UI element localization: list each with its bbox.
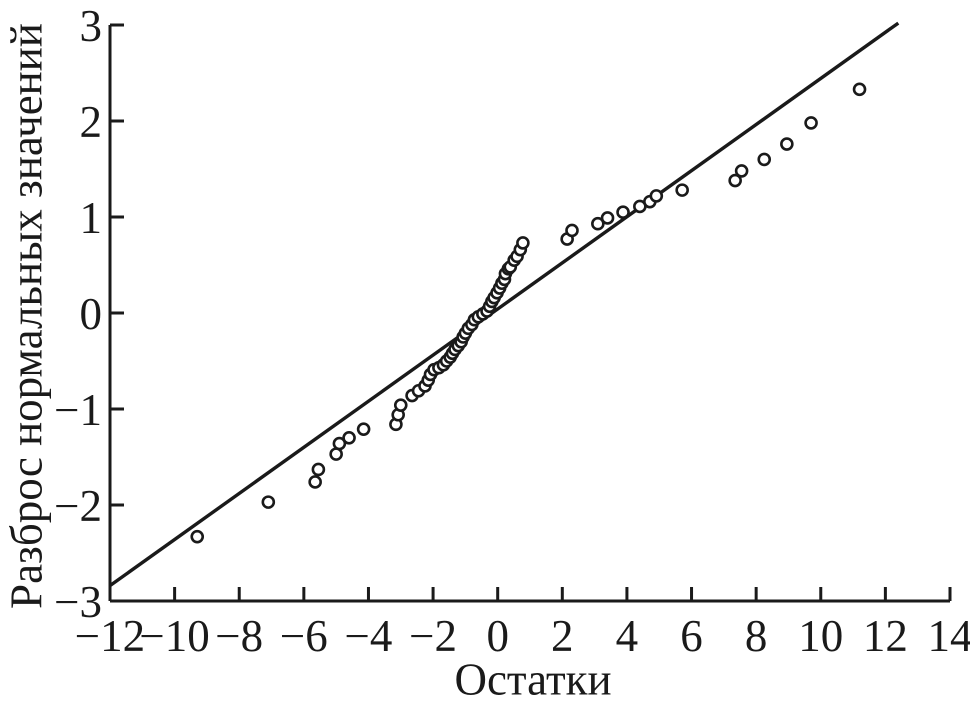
y-tick-label: −1 [54,385,102,435]
x-tick-label: 2 [551,611,574,661]
data-point [308,475,322,489]
data-point [616,205,630,219]
x-tick-label: 6 [680,611,703,661]
y-tick-label: 1 [80,193,103,243]
data-point [757,152,772,167]
data-point [728,173,742,188]
x-tick-label: 8 [745,611,768,661]
x-tick-label: 10 [798,611,843,661]
data-point [190,529,205,544]
data-point [649,189,664,203]
x-tick-label: −10 [139,611,209,661]
y-axis-title: Разброс нормальных значений [1,23,52,609]
y-tick-label: −3 [54,577,102,627]
y-tick-label: 0 [80,289,103,339]
x-tick-label: −12 [75,611,145,661]
y-tick-label: −2 [54,481,102,531]
data-point [734,164,749,178]
data-point [804,116,818,130]
data-point [591,216,605,231]
x-axis-title: Остатки [454,654,612,705]
data-point [600,211,615,225]
data-point [342,430,356,445]
data-point [852,82,867,97]
x-tick-label: −2 [409,611,457,661]
data-point [356,422,371,436]
x-tick-label: −6 [280,611,328,661]
data-point [565,223,579,238]
data-point [393,398,408,412]
reference-line [109,21,900,588]
x-tick-label: −8 [215,611,263,661]
y-tick-label: 2 [80,97,103,147]
x-tick-label: 0 [486,611,509,661]
x-tick-label: 4 [616,611,639,661]
data-point [261,495,276,509]
x-tick-label: −4 [345,611,393,661]
data-point [675,183,689,197]
data-point [780,137,794,151]
data-point [311,462,326,477]
y-tick-label: 3 [80,1,103,51]
data-point [332,436,347,451]
data-point [516,236,530,250]
x-tick-label: 14 [928,611,970,661]
x-tick-label: 12 [863,611,908,661]
